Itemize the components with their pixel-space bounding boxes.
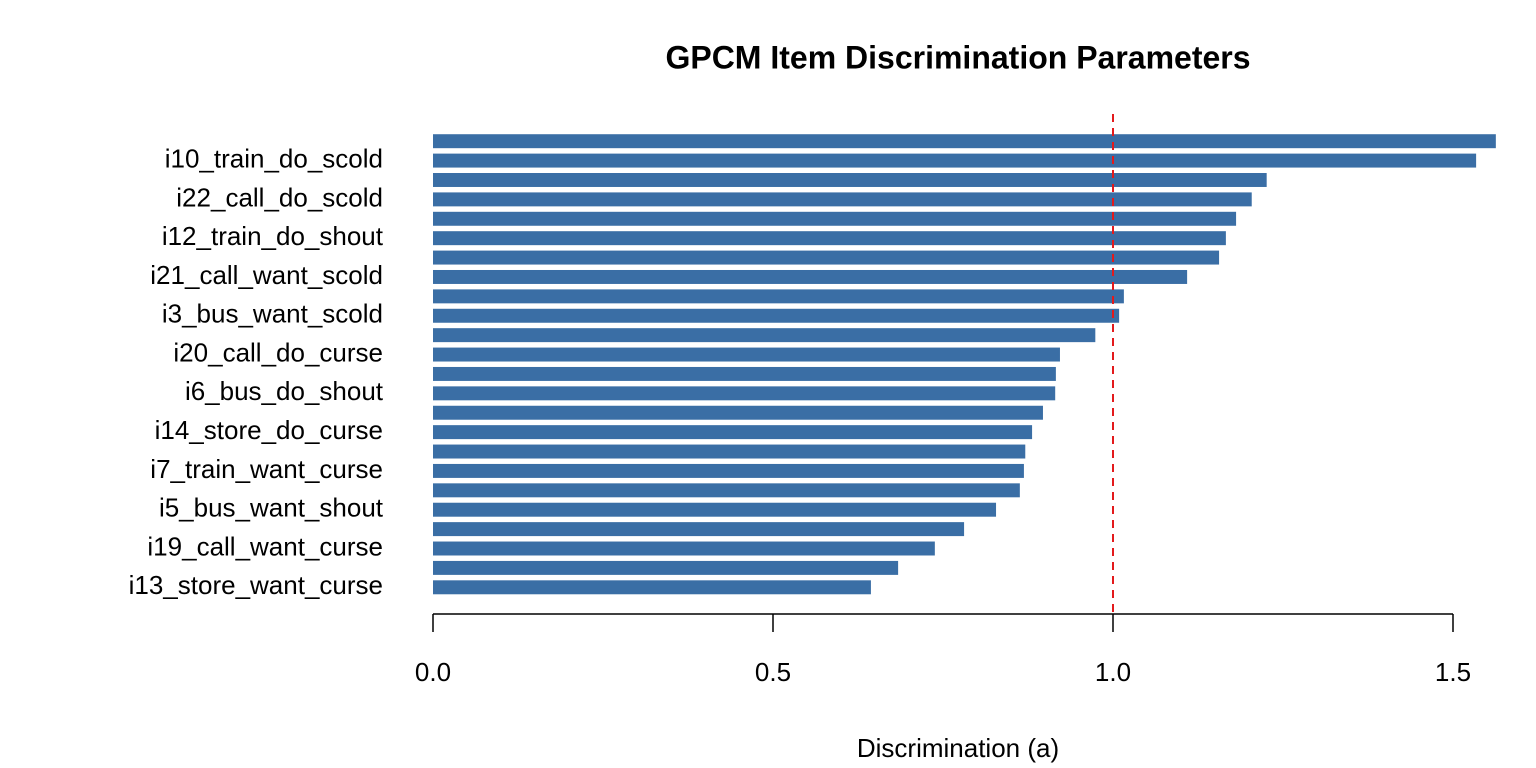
y-tick-label: i7_train_want_curse xyxy=(150,454,383,484)
bar xyxy=(433,386,1056,401)
y-tick-label: i13_store_want_curse xyxy=(129,570,383,600)
y-tick-label: i5_bus_want_shout xyxy=(159,493,384,523)
bar xyxy=(433,173,1267,187)
y-tick-label: i22_call_do_scold xyxy=(176,182,383,212)
bar xyxy=(433,231,1226,246)
bar xyxy=(433,328,1096,343)
x-tick-label: 0.0 xyxy=(415,657,451,687)
x-tick-label: 0.5 xyxy=(755,657,791,687)
bar xyxy=(433,463,1024,478)
bar xyxy=(433,211,1237,226)
bar xyxy=(433,269,1188,284)
bar xyxy=(433,580,871,595)
y-tick-label: i14_store_do_curse xyxy=(155,415,383,445)
bar xyxy=(433,483,1020,498)
bar xyxy=(433,560,899,575)
y-tick-label: i20_call_do_curse xyxy=(173,337,383,367)
bar xyxy=(433,192,1252,207)
y-tick-label: i19_call_want_curse xyxy=(147,531,383,561)
y-tick-label: i3_bus_want_scold xyxy=(162,299,383,329)
bar xyxy=(433,134,1496,149)
y-tick-label: i10_train_do_scold xyxy=(165,143,383,173)
y-tick-label: i6_bus_do_shout xyxy=(185,376,384,406)
bar xyxy=(433,405,1043,420)
bar xyxy=(433,308,1120,323)
bar xyxy=(433,153,1477,168)
bar xyxy=(433,250,1220,265)
bar xyxy=(433,425,1033,440)
x-tick-label: 1.0 xyxy=(1095,657,1131,687)
bar xyxy=(433,522,965,537)
bar xyxy=(433,502,997,517)
bar xyxy=(433,289,1124,304)
bar xyxy=(433,366,1056,381)
x-axis-title: Discrimination (a) xyxy=(857,733,1059,763)
x-tick-label: 1.5 xyxy=(1435,657,1471,687)
y-tick-label: i21_call_want_scold xyxy=(150,260,383,290)
bar xyxy=(433,347,1060,362)
bar xyxy=(433,541,935,556)
bar xyxy=(433,444,1026,459)
chart-title: GPCM Item Discrimination Parameters xyxy=(665,39,1250,75)
y-tick-label: i12_train_do_shout xyxy=(162,221,384,251)
